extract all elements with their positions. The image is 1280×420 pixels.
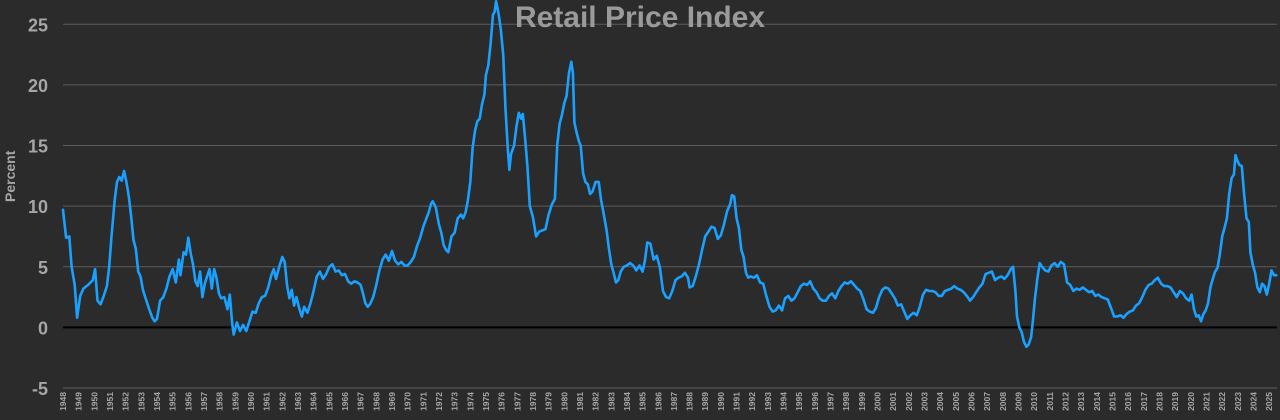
x-tick-label: 1985 bbox=[638, 392, 648, 411]
x-tick-label: 1971 bbox=[418, 392, 428, 411]
x-tick-label: 1959 bbox=[230, 392, 240, 411]
x-tick-label: 1961 bbox=[262, 392, 272, 411]
x-tick-label: 1993 bbox=[763, 392, 773, 411]
x-tick-label: 1995 bbox=[794, 392, 804, 411]
x-tick-label: 1991 bbox=[732, 392, 742, 411]
x-tick-label: 1953 bbox=[136, 392, 146, 411]
x-tick-label: 1984 bbox=[622, 392, 632, 411]
x-tick-label: 2020 bbox=[1186, 392, 1196, 411]
x-tick-label: 1979 bbox=[544, 392, 554, 411]
x-tick-label: 1954 bbox=[152, 392, 162, 411]
x-tick-label: 1948 bbox=[58, 392, 68, 411]
x-tick-label: 1964 bbox=[309, 392, 319, 411]
x-tick-label: 1966 bbox=[340, 392, 350, 411]
x-tick-label: 1951 bbox=[105, 392, 115, 411]
x-tick-label: 1976 bbox=[497, 392, 507, 411]
x-tick-label: 2001 bbox=[888, 392, 898, 411]
x-tick-label: 2019 bbox=[1170, 392, 1180, 411]
y-axis-ticks: -5 0 5 10 15 20 25 bbox=[28, 15, 48, 399]
x-tick-label: 1994 bbox=[779, 392, 789, 411]
x-tick-label: 1980 bbox=[559, 392, 569, 411]
x-tick-label: 2002 bbox=[904, 392, 914, 411]
x-tick-label: 1987 bbox=[669, 392, 679, 411]
x-tick-label: 1982 bbox=[591, 392, 601, 411]
x-tick-label: 2017 bbox=[1139, 392, 1149, 411]
x-tick-label: 2014 bbox=[1092, 392, 1102, 411]
x-tick-label: 2012 bbox=[1061, 392, 1071, 411]
y-tick-label: -5 bbox=[32, 379, 48, 399]
x-tick-label: 1967 bbox=[356, 392, 366, 411]
x-tick-label: 2013 bbox=[1076, 392, 1086, 411]
x-tick-label: 1957 bbox=[199, 392, 209, 411]
x-tick-label: 1973 bbox=[450, 392, 460, 411]
x-tick-label: 1969 bbox=[387, 392, 397, 411]
x-tick-label: 1958 bbox=[215, 392, 225, 411]
rpi-series-line bbox=[61, 0, 1278, 349]
x-tick-label: 1975 bbox=[481, 392, 491, 411]
x-tick-label: 1992 bbox=[747, 392, 757, 411]
chart-title: Retail Price Index bbox=[514, 1, 766, 34]
x-tick-label: 2007 bbox=[982, 392, 992, 411]
x-axis-ticks: 1948 1949 1950 1951 1952 1953 1954 1955 1956 1957… bbox=[58, 392, 1274, 411]
x-tick-label: 1970 bbox=[403, 392, 413, 411]
series-layer bbox=[61, 0, 1278, 349]
x-tick-label: 2003 bbox=[920, 392, 930, 411]
y-tick-label: 0 bbox=[38, 318, 48, 338]
y-tick-label: 5 bbox=[38, 258, 48, 278]
x-tick-label: 1972 bbox=[434, 392, 444, 411]
x-tick-label: 2009 bbox=[1014, 392, 1024, 411]
x-tick-label: 2018 bbox=[1155, 392, 1165, 411]
x-tick-label: 1983 bbox=[606, 392, 616, 411]
x-tick-label: 1998 bbox=[841, 392, 851, 411]
x-tick-label: 2025 bbox=[1264, 392, 1274, 411]
x-tick-label: 2011 bbox=[1045, 392, 1055, 411]
x-tick-label: 1978 bbox=[528, 392, 538, 411]
x-tick-label: 1996 bbox=[810, 392, 820, 411]
x-tick-label: 1952 bbox=[121, 392, 131, 411]
x-tick-label: 2000 bbox=[873, 392, 883, 411]
x-tick-label: 1950 bbox=[89, 392, 99, 411]
x-tick-label: 2015 bbox=[1108, 392, 1118, 411]
x-tick-label: 1965 bbox=[324, 392, 334, 411]
x-tick-label: 1974 bbox=[465, 392, 475, 411]
y-axis-label: Percent bbox=[2, 150, 18, 202]
x-tick-label: 1955 bbox=[168, 392, 178, 411]
x-tick-label: 1963 bbox=[293, 392, 303, 411]
x-tick-label: 1981 bbox=[575, 392, 585, 411]
x-tick-label: 2023 bbox=[1233, 392, 1243, 411]
y-tick-label: 20 bbox=[28, 76, 48, 96]
y-tick-label: 10 bbox=[28, 197, 48, 217]
x-tick-label: 2005 bbox=[951, 392, 961, 411]
x-tick-label: 2004 bbox=[935, 392, 945, 411]
x-tick-label: 1989 bbox=[700, 392, 710, 411]
y-tick-label: 15 bbox=[28, 137, 48, 157]
x-tick-label: 1977 bbox=[512, 392, 522, 411]
x-tick-label: 1968 bbox=[371, 392, 381, 411]
x-tick-label: 1949 bbox=[74, 392, 84, 411]
x-tick-label: 1986 bbox=[653, 392, 663, 411]
x-tick-label: 1997 bbox=[826, 392, 836, 411]
x-tick-label: 2021 bbox=[1202, 392, 1212, 411]
x-tick-label: 1962 bbox=[277, 392, 287, 411]
x-tick-label: 1999 bbox=[857, 392, 867, 411]
x-tick-label: 2010 bbox=[1029, 392, 1039, 411]
x-tick-label: 2008 bbox=[998, 392, 1008, 411]
x-tick-label: 2016 bbox=[1123, 392, 1133, 411]
x-tick-label: 2022 bbox=[1217, 392, 1227, 411]
x-tick-label: 1960 bbox=[246, 392, 256, 411]
x-tick-label: 2024 bbox=[1249, 392, 1259, 411]
x-tick-label: 1990 bbox=[716, 392, 726, 411]
y-tick-label: 25 bbox=[28, 15, 48, 35]
x-tick-label: 1988 bbox=[685, 392, 695, 411]
x-tick-label: 2006 bbox=[967, 392, 977, 411]
x-tick-label: 1956 bbox=[183, 392, 193, 411]
gridlines bbox=[63, 23, 1277, 389]
